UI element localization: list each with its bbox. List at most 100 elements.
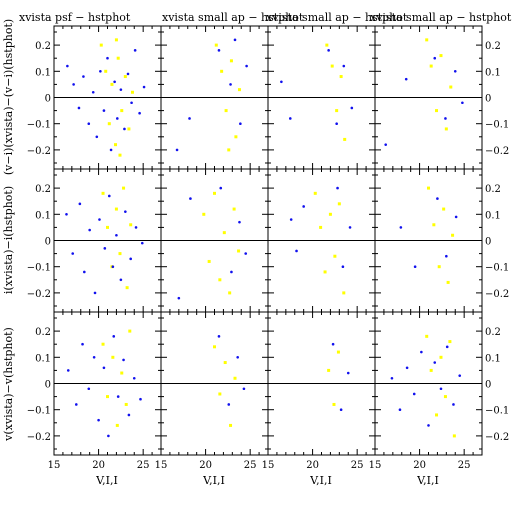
- yellow-point: [214, 43, 218, 47]
- blue-point: [132, 376, 136, 380]
- blue-point: [82, 75, 85, 78]
- y-tick-label: −0.1: [27, 406, 51, 417]
- blue-point: [88, 228, 91, 232]
- x-tick-label: 15: [48, 460, 61, 471]
- yellow-point: [99, 43, 103, 47]
- blue-point: [102, 109, 106, 112]
- panel-r2-c3: −0.2 −0.1 0 0.1 0.2 15 20 25: [369, 311, 509, 471]
- yellow-point: [106, 395, 109, 399]
- blue-point: [229, 83, 232, 86]
- y-tick-label-right: −0.2: [485, 432, 509, 443]
- blue-point: [119, 88, 123, 91]
- yellow-point: [224, 109, 228, 113]
- blue-point: [433, 56, 437, 60]
- blue-point: [233, 38, 237, 42]
- blue-point: [280, 80, 283, 84]
- blue-point: [130, 101, 133, 105]
- x-tick-label: 20: [306, 460, 319, 471]
- blue-point: [95, 135, 99, 139]
- blue-point: [327, 49, 330, 52]
- yellow-point: [114, 207, 118, 211]
- yellow-point: [124, 402, 128, 406]
- yellow-point: [213, 191, 216, 195]
- yellow-point: [319, 225, 323, 229]
- blue-point: [420, 350, 423, 354]
- yellow-point: [114, 38, 118, 42]
- yellow-point: [202, 212, 206, 216]
- blue-point: [175, 148, 179, 152]
- yellow-point: [106, 225, 109, 229]
- yellow-point: [127, 127, 131, 131]
- blue-point: [445, 254, 448, 258]
- yellow-point: [337, 202, 341, 206]
- blue-point: [189, 197, 192, 200]
- yellow-point: [229, 423, 233, 427]
- blue-point: [398, 408, 402, 412]
- blue-point: [98, 218, 101, 221]
- blue-point: [142, 85, 146, 89]
- yellow-point: [128, 329, 132, 333]
- y-tick-label: 0.2: [35, 41, 51, 52]
- y-tick-label-right: 0.1: [485, 67, 501, 78]
- yellow-point: [335, 109, 339, 113]
- blue-point: [454, 215, 458, 219]
- yellow-point: [323, 270, 327, 274]
- yellow-point: [328, 212, 332, 216]
- yellow-point: [427, 186, 430, 190]
- y-tick-label: −0.2: [27, 289, 51, 300]
- blue-point: [91, 90, 95, 94]
- panel-r0-c2: [267, 25, 376, 170]
- x-tick-label: 25: [458, 460, 471, 471]
- yellow-point: [232, 207, 236, 211]
- yellow-point: [218, 278, 222, 282]
- blue-point: [188, 117, 191, 120]
- blue-point: [83, 270, 86, 274]
- blue-point: [230, 270, 233, 274]
- blue-point: [458, 374, 462, 377]
- panel-title-col-1: xvista small ap − hstphot: [162, 11, 304, 24]
- blue-point: [404, 77, 408, 81]
- yellow-point: [223, 361, 227, 365]
- yellow-point: [452, 434, 456, 438]
- yellow-point: [446, 280, 450, 284]
- panel-r2-c1: 15 20 25: [155, 311, 269, 471]
- panel-grid: −0.2 −0.1 0 0.1 0.2 −0.2 −0.1 0 0.1 0.2 −0.2 −0.1 0 0…: [27, 25, 509, 471]
- blue-point: [236, 356, 239, 359]
- blue-point: [295, 249, 298, 253]
- blue-point: [78, 202, 82, 206]
- blue-point: [342, 64, 346, 68]
- blue-point: [444, 117, 447, 120]
- y-tick-label-right: −0.2: [485, 146, 509, 157]
- blue-point: [122, 358, 125, 362]
- yellow-point: [237, 88, 241, 92]
- blue-point: [238, 220, 241, 224]
- blue-point: [433, 361, 437, 364]
- panel-title-col-0: xvista psf − hstphot: [19, 11, 131, 24]
- blue-point: [412, 392, 416, 396]
- panel-r1-c2: [267, 168, 376, 313]
- y-tick-label: 0.2: [35, 327, 51, 338]
- row-1-y-label: i(xvista)−i(hstphot): [2, 186, 15, 294]
- blue-point: [139, 397, 142, 401]
- yellow-point: [107, 122, 111, 126]
- blue-point: [77, 106, 81, 110]
- blue-point: [106, 56, 109, 60]
- blue-point: [138, 111, 141, 115]
- blue-point: [217, 49, 221, 52]
- blue-point: [384, 143, 388, 146]
- blue-point: [65, 213, 68, 216]
- y-tick-label-right: −0.1: [485, 120, 509, 131]
- blue-point: [112, 335, 116, 338]
- blue-point: [413, 265, 417, 269]
- yellow-point: [118, 153, 122, 157]
- yellow-point: [325, 43, 329, 47]
- blue-point: [177, 296, 181, 300]
- blue-point: [219, 186, 223, 190]
- yellow-point: [237, 249, 241, 253]
- yellow-point: [342, 291, 346, 295]
- blue-point: [66, 369, 70, 372]
- yellow-point: [130, 90, 134, 94]
- x-tick-label: 20: [92, 460, 105, 471]
- blue-point: [126, 72, 130, 76]
